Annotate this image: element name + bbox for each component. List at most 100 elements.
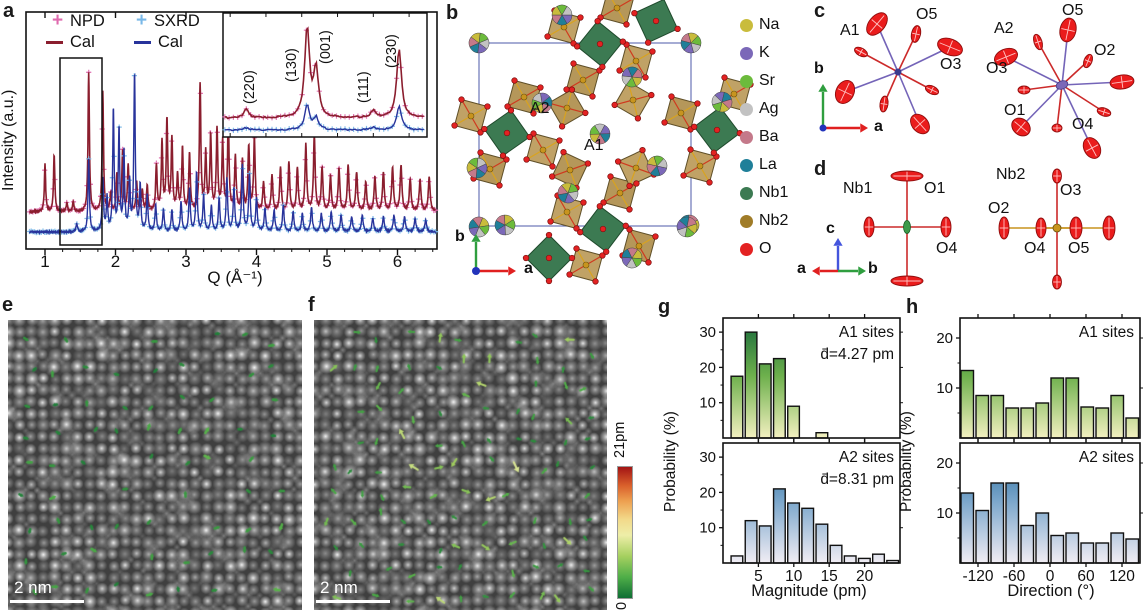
inset-peak-001: (001)	[318, 30, 334, 64]
panel-g-label: g	[658, 296, 671, 318]
element-dot-icon	[740, 74, 753, 88]
svg-text:-120: -120	[962, 568, 993, 585]
svg-text:6: 6	[393, 252, 402, 271]
npd-marker-icon: +	[52, 10, 64, 31]
c-o1-right-label: O1	[1004, 102, 1026, 119]
legend-cal-npd: Cal	[70, 33, 95, 51]
magnitude-histograms: 10 20 30 10 20 30 5 10 15 20	[699, 314, 903, 585]
displacement-colorbar	[617, 466, 633, 599]
h-bottom-site-label: A2 sites	[1078, 449, 1134, 466]
svg-text:1: 1	[40, 252, 49, 271]
colorbar-max-label: 21pm	[612, 421, 628, 459]
element-label: Nb2	[759, 212, 789, 229]
legend-npd: NPD	[70, 12, 105, 30]
cal-sxrd-line-icon	[134, 41, 151, 44]
element-dot-icon	[740, 242, 753, 256]
legend-cal-sxrd: Cal	[158, 33, 183, 51]
svg-text:5: 5	[754, 568, 763, 585]
d-axis-c-label: c	[826, 220, 835, 237]
stem-image-e	[8, 320, 302, 610]
element-label: Ba	[759, 128, 779, 145]
svg-text:20: 20	[936, 455, 953, 472]
svg-text:30: 30	[699, 324, 716, 341]
panel-a-ylabel: Intensity (a.u.)	[0, 89, 17, 191]
b-axis-a-label: a	[524, 260, 533, 277]
element-dot-icon	[740, 214, 753, 228]
element-label: Sr	[759, 72, 775, 89]
element-dot-icon	[740, 18, 753, 32]
g-top-site-label: A1 sites	[838, 324, 894, 341]
sxrd-marker-icon: +	[136, 10, 148, 31]
d-nb2-label: Nb2	[996, 166, 1026, 183]
d-o4-right-label: O4	[1024, 240, 1046, 257]
direction-histograms: 10 20 10 20 -120 -60 0 60 120	[936, 314, 1143, 585]
scalebar-f-line	[316, 600, 390, 603]
svg-text:5: 5	[322, 252, 331, 271]
panel-h-label: h	[906, 296, 919, 318]
inset-peak-111: (111)	[356, 71, 372, 103]
site-a1-label: A1	[584, 137, 604, 154]
legend-item-na: Na	[740, 14, 779, 36]
scalebar-e-line	[10, 600, 84, 603]
svg-text:30: 30	[699, 449, 716, 466]
svg-text:10: 10	[936, 505, 953, 522]
d-o2-label: O2	[988, 200, 1010, 217]
c-axis-a-label: a	[874, 118, 883, 135]
panel-g-ylabel: Probability (%)	[662, 411, 679, 513]
svg-text:10: 10	[699, 520, 716, 537]
legend-item-ba: Ba	[740, 126, 779, 148]
legend-item-nb2: Nb2	[740, 210, 788, 232]
svg-text:0: 0	[1046, 568, 1055, 585]
c-o2-right-label: O2	[1094, 42, 1116, 59]
panel-b-label: b	[446, 2, 459, 24]
element-dot-icon	[740, 130, 753, 144]
panel-g-xlabel: Magnitude (pm)	[751, 582, 867, 600]
stem-image-f	[314, 320, 607, 610]
c-axis-b-label: b	[814, 60, 824, 77]
svg-text:20: 20	[936, 330, 953, 347]
element-label: Ag	[759, 100, 779, 117]
element-label: O	[759, 240, 772, 257]
panel-c-label: c	[814, 0, 826, 22]
g-bottom-site-label: A2 sites	[838, 449, 894, 466]
element-dot-icon	[740, 46, 753, 60]
svg-text:20: 20	[699, 484, 716, 501]
c-o5-left-label: O5	[916, 6, 938, 23]
crystal-structure	[451, 0, 754, 285]
svg-text:20: 20	[699, 359, 716, 376]
svg-text:20: 20	[856, 568, 874, 585]
legend-item-ag: Ag	[740, 98, 779, 120]
d-nb1-label: Nb1	[843, 180, 873, 197]
d-o4-left-label: O4	[936, 240, 958, 257]
d-axis-a-label: a	[797, 260, 806, 277]
d-o1-label: O1	[924, 180, 946, 197]
b-axis-b-label: b	[455, 228, 465, 245]
element-label: Nb1	[759, 184, 789, 201]
cal-npd-line-icon	[46, 41, 63, 44]
colorbar-min-label: 0	[614, 601, 630, 611]
panel-h-xlabel: Direction (°)	[1007, 582, 1095, 600]
h-top-site-label: A1 sites	[1078, 324, 1134, 341]
inset-peak-230: (230)	[384, 34, 400, 68]
svg-text:120: 120	[1109, 568, 1135, 585]
site-a2-label: A2	[530, 100, 550, 117]
panel-h-ylabel: Probability (%)	[898, 411, 915, 513]
ellipsoid-diagrams	[812, 12, 1135, 290]
legend-sxrd: SXRD	[154, 12, 200, 30]
scalebar-f-label: 2 nm	[320, 578, 358, 597]
legend-item-la: La	[740, 154, 777, 176]
element-label: K	[759, 44, 770, 61]
c-o4-right-label: O4	[1072, 116, 1094, 133]
panel-d-label: d	[814, 158, 827, 180]
element-label: Na	[759, 16, 780, 33]
c-o3-left-label: O3	[940, 56, 962, 73]
panel-f-label: f	[308, 294, 315, 316]
element-label: La	[759, 156, 777, 173]
svg-text:-60: -60	[1003, 568, 1026, 585]
svg-text:3: 3	[181, 252, 190, 271]
c-o5-right-label: O5	[1062, 2, 1084, 19]
legend-item-k: K	[740, 42, 770, 64]
svg-text:2: 2	[111, 252, 120, 271]
panel-a-label: a	[3, 0, 15, 22]
